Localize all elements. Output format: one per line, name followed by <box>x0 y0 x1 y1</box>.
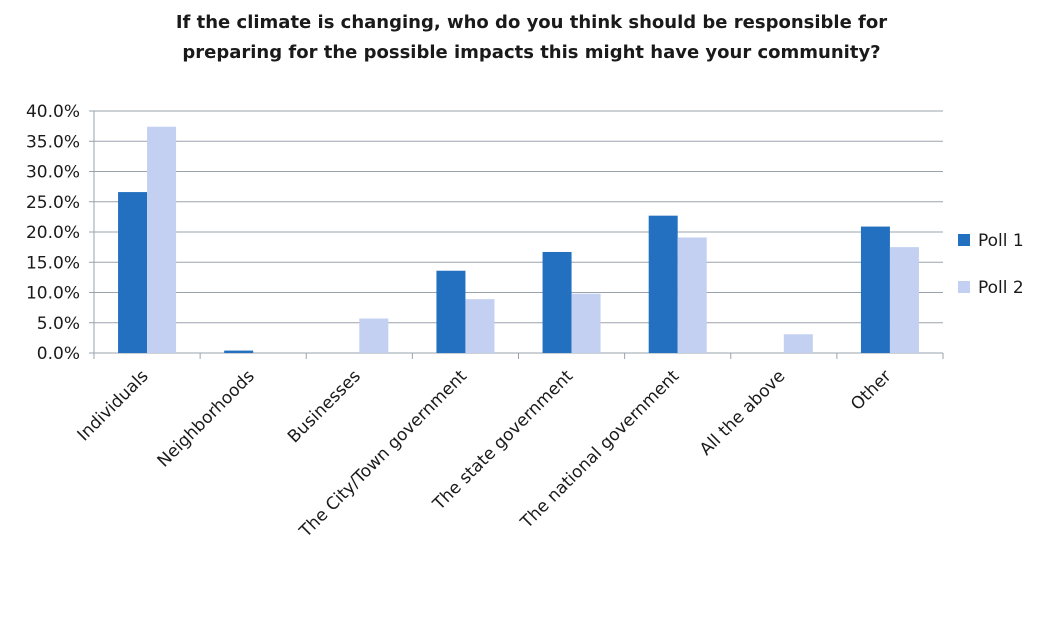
bar-poll-1 <box>860 226 890 353</box>
x-category-label: Other <box>847 366 895 414</box>
bar-poll-2 <box>677 237 707 353</box>
y-tick-label: 40.0% <box>26 102 80 122</box>
bar-poll-2 <box>783 334 813 353</box>
legend-label: Poll 1 <box>978 231 1024 251</box>
chart-title-line-2: preparing for the possible impacts this … <box>182 42 881 63</box>
y-tick-label: 20.0% <box>26 223 80 243</box>
y-tick-label: 25.0% <box>26 193 80 213</box>
y-tick-label: 5.0% <box>37 314 80 334</box>
bar-poll-1 <box>542 251 572 353</box>
bar-poll-1 <box>224 350 254 353</box>
bar-poll-2 <box>359 318 389 353</box>
y-tick-label: 15.0% <box>26 253 80 273</box>
chart-title-line-1: If the climate is changing, who do you t… <box>175 12 888 33</box>
x-category-label: Businesses <box>284 366 365 447</box>
bar-poll-1 <box>436 270 466 353</box>
chart-title: If the climate is changing, who do you t… <box>0 8 1063 68</box>
bar-poll-1 <box>648 215 678 353</box>
x-category-label: The City/Town government <box>295 366 471 542</box>
bar-poll-2 <box>889 247 919 353</box>
x-category-label: All the above <box>696 366 789 459</box>
bar-poll-2 <box>147 126 177 353</box>
bar-poll-2 <box>571 293 601 353</box>
legend-swatch <box>958 281 970 293</box>
y-tick-label: 30.0% <box>26 163 80 183</box>
legend-label: Poll 2 <box>978 278 1024 298</box>
x-category-label: Individuals <box>74 366 153 445</box>
y-tick-label: 35.0% <box>26 132 80 152</box>
bar-poll-2 <box>465 299 495 353</box>
y-tick-label: 10.0% <box>26 284 80 304</box>
bar-poll-1 <box>118 192 148 353</box>
x-category-label: Neighborhoods <box>154 366 259 471</box>
y-tick-label: 0.0% <box>37 344 80 364</box>
legend-swatch <box>958 234 970 246</box>
